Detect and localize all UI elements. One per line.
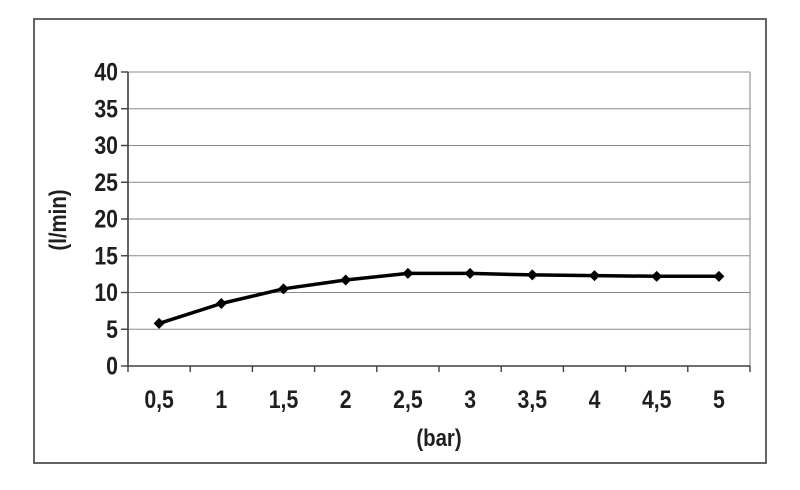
data-point-marker [526, 269, 538, 281]
y-axis-title: (l/min) [45, 189, 72, 251]
x-tick-label: 4,5 [642, 385, 672, 413]
x-axis-title: (bar) [416, 425, 462, 452]
x-tick-label: 1,5 [269, 385, 299, 413]
x-tick-label: 3 [464, 385, 476, 413]
y-tick-label: 20 [94, 205, 118, 233]
data-point-marker [215, 298, 227, 310]
data-point-marker [589, 270, 600, 282]
y-tick-label: 10 [94, 278, 118, 306]
y-tick-label: 40 [94, 58, 118, 86]
chart-frame-border [33, 18, 767, 464]
x-tick-label: 1 [215, 385, 227, 413]
data-line [157, 271, 721, 326]
x-tick-label: 2 [340, 385, 352, 413]
x-tick-label: 2,5 [393, 385, 423, 413]
data-point-marker [340, 274, 352, 286]
x-tick-label: 4 [589, 385, 601, 413]
data-point-marker [651, 270, 663, 282]
data-point-marker [464, 267, 476, 279]
x-tick-label: 3,5 [518, 385, 548, 413]
y-tick-label: 15 [94, 242, 118, 270]
data-point-marker [153, 317, 165, 329]
y-tick-label: 25 [94, 168, 118, 196]
y-tick-label: 5 [106, 315, 118, 343]
x-tick-label: 0,5 [144, 385, 174, 413]
x-tick-label: 5 [713, 385, 725, 413]
y-tick-label: 0 [106, 352, 118, 380]
y-tick-label: 30 [94, 131, 118, 159]
data-point-marker [713, 270, 725, 282]
y-tick-label: 35 [94, 95, 118, 123]
data-point-marker [278, 283, 289, 295]
data-point-marker [402, 267, 414, 279]
